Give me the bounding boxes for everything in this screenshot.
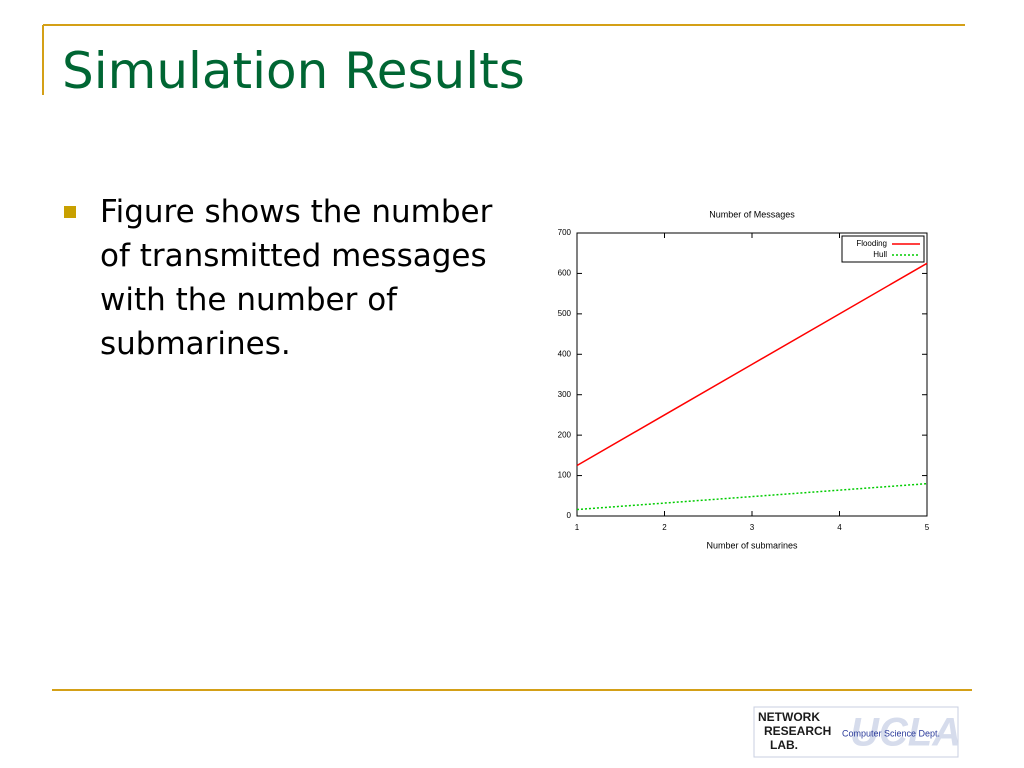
- x-tick-label: 3: [750, 523, 755, 532]
- series-line: [576, 482, 928, 511]
- slide-title: Simulation Results: [62, 42, 525, 100]
- series-line: [576, 262, 928, 467]
- legend-label: Flooding: [856, 239, 887, 248]
- logo-line: RESEARCH: [764, 724, 831, 738]
- bullet: Figure shows the number of transmitted m…: [64, 190, 500, 366]
- y-tick-label: 300: [558, 390, 572, 399]
- legend-label: Hull: [873, 250, 887, 259]
- x-tick-label: 1: [575, 523, 580, 532]
- y-tick-label: 600: [558, 269, 572, 278]
- logo: UCLA NETWORK RESEARCH LAB. Computer Scie…: [753, 706, 961, 758]
- y-tick-label: 500: [558, 309, 572, 318]
- y-tick-label: 0: [567, 511, 572, 520]
- y-tick-label: 100: [558, 471, 572, 480]
- bullet-list: Figure shows the number of transmitted m…: [64, 190, 500, 366]
- logo-ucla: UCLA: [850, 711, 961, 755]
- x-tick-label: 4: [837, 523, 842, 532]
- x-tick-label: 5: [925, 523, 930, 532]
- logo-dept: Computer Science Dept.: [842, 728, 940, 738]
- y-tick-label: 200: [558, 430, 572, 439]
- y-tick-label: 700: [558, 228, 572, 237]
- chart-title: Number of Messages: [709, 209, 795, 219]
- logo-line: NETWORK: [758, 710, 820, 724]
- logo-line: LAB.: [770, 738, 798, 752]
- x-axis-label: Number of submarines: [706, 540, 798, 550]
- y-tick-label: 400: [558, 349, 572, 358]
- plot-frame: [576, 232, 928, 517]
- legend-box: [841, 235, 925, 263]
- logo-frame: [753, 706, 959, 758]
- x-tick-label: 2: [662, 523, 667, 532]
